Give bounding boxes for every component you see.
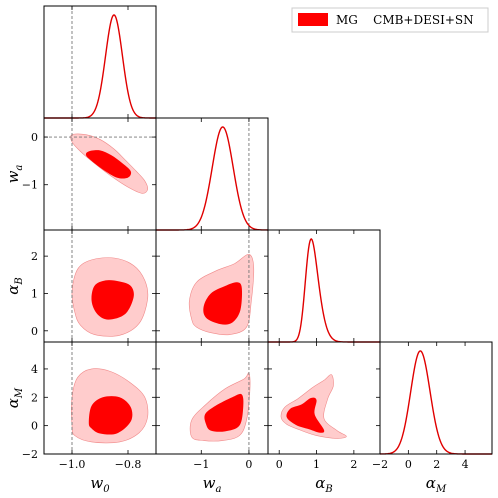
x-tick-label-aM: 2 xyxy=(433,458,440,471)
y-tick-label-aM: 0 xyxy=(31,420,38,433)
y-tick-label-aM: −2 xyxy=(22,448,38,461)
x-tick-label-aB: 2 xyxy=(350,458,357,471)
legend-swatch xyxy=(298,13,328,26)
axis-label-layer: −2 0 2 4 −1 0 0 1 2 −1.0 −0.8 −2 0 2 4 −1 0 0 1 2 w0 wa wa αB αB… xyxy=(4,131,469,495)
marginal-curve-w0 xyxy=(44,14,156,119)
contour-68-wa-aB xyxy=(203,282,243,325)
x-tick-label-aB: 0 xyxy=(276,458,283,471)
marginal-curve-aM xyxy=(379,350,492,455)
legend: MG CMB+DESI+SN xyxy=(291,7,489,33)
y-tick-label-wa: −1 xyxy=(22,179,38,192)
x-tick-label-wa: −1 xyxy=(193,458,209,471)
axis-label-aB: αB xyxy=(4,277,25,295)
y-tick-label-aB: 0 xyxy=(31,325,38,338)
panel-frame xyxy=(155,117,269,231)
axis-label-aM: αM xyxy=(4,387,25,408)
axis-label-wa: wa xyxy=(4,165,25,184)
panel-frame xyxy=(267,341,381,455)
legend-label: MG CMB+DESI+SN xyxy=(336,13,474,27)
y-tick-label-aB: 2 xyxy=(31,250,38,263)
x-tick-label-aB: 1 xyxy=(313,458,320,471)
contour-68-w0-aB xyxy=(91,280,134,320)
contour-68-w0-aM xyxy=(88,396,133,435)
y-tick-label-aM: 2 xyxy=(31,391,38,404)
contour-68-wa-aM xyxy=(204,393,244,432)
axis-label-aM: αM xyxy=(426,474,447,495)
contour-68-w0-wa xyxy=(85,150,132,179)
marginal-curve-aB xyxy=(268,238,380,343)
y-tick-label-aB: 1 xyxy=(31,287,38,300)
y-tick-label-wa: 0 xyxy=(31,131,38,144)
marginal-curve-wa xyxy=(156,126,268,231)
panel-frame xyxy=(379,341,493,455)
panel-frame xyxy=(43,5,157,119)
panel-frame xyxy=(267,229,381,343)
x-tick-label-aM: 0 xyxy=(405,458,412,471)
axis-label-aB: αB xyxy=(315,474,333,495)
y-tick-label-aM: 4 xyxy=(31,363,38,376)
axis-label-wa: wa xyxy=(203,474,222,495)
axis-label-w0: w0 xyxy=(90,474,110,495)
x-tick-label-w0: −1.0 xyxy=(59,458,86,471)
contour-68-aB-aM xyxy=(286,397,325,433)
x-tick-label-aM: −2 xyxy=(372,458,388,471)
x-tick-label-aM: 4 xyxy=(462,458,469,471)
panel-layer xyxy=(43,5,493,455)
x-tick-label-w0: −0.8 xyxy=(115,458,142,471)
x-tick-label-wa: 0 xyxy=(245,458,252,471)
